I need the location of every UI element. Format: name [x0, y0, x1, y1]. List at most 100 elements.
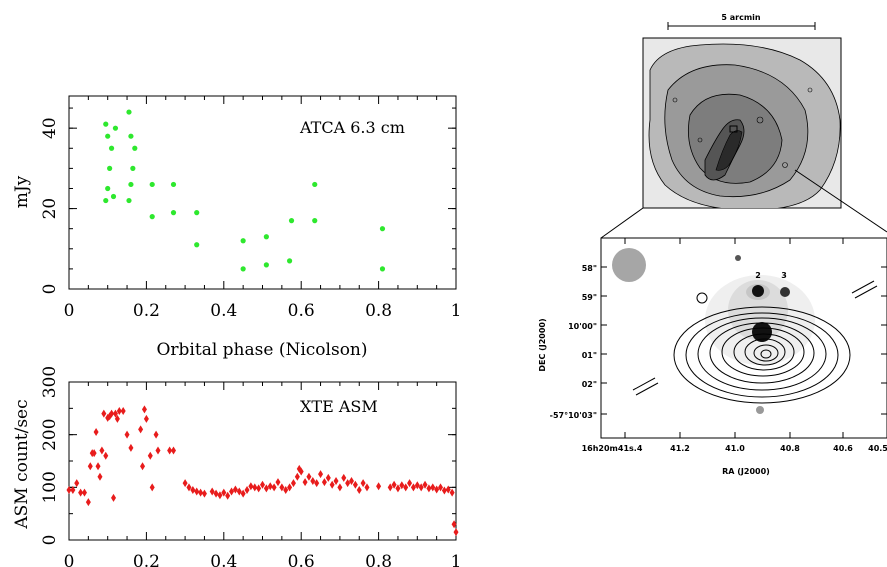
- asm-data-point: [438, 483, 444, 492]
- asm-data-point: [310, 477, 316, 486]
- asm-data-point: [149, 483, 155, 492]
- asm-data-point: [399, 481, 405, 490]
- asm-data-point: [410, 483, 416, 492]
- atca-data-point: [103, 121, 109, 127]
- asm-data-point: [66, 485, 72, 494]
- asm-data-point: [209, 487, 215, 496]
- atca-y-tick-label: 40: [40, 117, 60, 139]
- source-3: [780, 287, 790, 297]
- asm-data-point: [302, 478, 308, 487]
- asm-data-point: [287, 483, 293, 492]
- asm-data-point: [426, 484, 432, 493]
- asm-data-point: [138, 425, 144, 434]
- asm-y-tick-label: 200: [40, 418, 60, 450]
- atca-y-tick-label: 20: [40, 198, 60, 220]
- asm-data-point: [194, 487, 200, 496]
- asm-data-point: [240, 489, 246, 498]
- asm-data-point: [128, 443, 134, 452]
- atca-panel: 0 0.2 0.4 0.6 0.8 1 0 20 40 ATCA 6.3 cm mJy Orbi…: [12, 95, 461, 360]
- asm-y-tick-label: 300: [40, 366, 60, 398]
- atca-data-point: [170, 181, 177, 188]
- asm-data-point: [325, 473, 331, 482]
- asm-data-point: [441, 486, 447, 495]
- atca-ticks: 0 0.2 0.4 0.6 0.8 1 0 20 40: [40, 96, 461, 321]
- asm-data-point: [333, 477, 339, 486]
- asm-data-point: [109, 409, 115, 418]
- asm-data-point: [356, 485, 362, 494]
- atca-y-tick-label: 0: [40, 284, 60, 295]
- asm-data-point: [298, 467, 304, 476]
- asm-data-point: [103, 451, 109, 460]
- atca-data-point: [128, 133, 134, 139]
- atca-x-tick-label: 0.2: [133, 301, 160, 321]
- asm-data-point: [198, 488, 204, 497]
- asm-data-point: [97, 472, 103, 481]
- asm-data-point: [422, 480, 428, 489]
- dec-tick: 02": [582, 380, 597, 389]
- zoomed-image: 2 3: [600, 237, 887, 439]
- atca-data-point: [126, 197, 132, 204]
- asm-data-point: [279, 483, 285, 492]
- asm-plot-frame: [68, 381, 457, 541]
- asm-data-point: [349, 477, 355, 486]
- asm-data-point: [391, 480, 397, 489]
- asm-data-point: [140, 462, 146, 471]
- scalebar: 5 arcmin: [667, 13, 816, 30]
- asm-data-point: [217, 491, 223, 500]
- atca-data-point: [240, 266, 246, 272]
- asm-data-point: [101, 409, 107, 418]
- asm-data-point: [124, 430, 130, 439]
- dec-tick: -57°10'03": [550, 411, 597, 420]
- asm-ticks: 0 0.2 0.4 0.6 0.8 1 0 100 200 300: [40, 366, 461, 567]
- asm-points: [66, 405, 459, 537]
- asm-data-point: [337, 483, 343, 492]
- asm-data-point: [418, 483, 424, 492]
- source-label-3: 3: [781, 271, 787, 280]
- asm-data-point: [275, 478, 281, 487]
- atca-data-point: [379, 226, 386, 232]
- asm-data-point: [147, 451, 153, 460]
- atca-title: ATCA 6.3 cm: [299, 118, 405, 137]
- atca-points: [103, 109, 386, 272]
- ra-tick: 41.2: [670, 444, 690, 453]
- ra-axis-label: RA (J2000): [722, 467, 770, 476]
- asm-ylabel: ASM count/sec: [12, 399, 32, 529]
- asm-y-tick-label: 0: [40, 535, 60, 546]
- atca-data-point: [286, 258, 293, 264]
- dec-tick: 59": [582, 293, 597, 302]
- asm-data-point: [364, 483, 370, 492]
- ra-tick: 41.0: [725, 444, 745, 453]
- asm-data-point: [91, 449, 97, 458]
- asm-data-point: [93, 428, 99, 437]
- asm-data-point: [116, 406, 122, 415]
- asm-data-point: [74, 479, 80, 488]
- atca-data-point: [312, 181, 318, 188]
- atca-data-point: [103, 197, 109, 204]
- asm-data-point: [318, 470, 324, 479]
- dec-tick: 10'00": [568, 322, 597, 331]
- image-ticks: [601, 238, 887, 438]
- asm-data-point: [155, 446, 161, 455]
- asm-x-tick-label: 0.2: [133, 552, 160, 567]
- atca-data-point: [110, 193, 117, 200]
- atca-data-point: [170, 210, 177, 216]
- ra-tick: 40.5: [868, 444, 887, 453]
- asm-data-point: [451, 520, 457, 529]
- atca-ylabel: mJy: [12, 175, 32, 208]
- ra-tick: 16h20m41s.4: [582, 444, 643, 453]
- asm-data-point: [225, 491, 231, 500]
- asm-data-point: [213, 489, 219, 498]
- asm-data-point: [345, 479, 351, 488]
- atca-data-point: [194, 210, 200, 216]
- atca-data-point: [105, 133, 111, 139]
- asm-data-point: [114, 414, 120, 423]
- atca-data-point: [105, 185, 111, 192]
- asm-data-point: [449, 488, 455, 497]
- ra-tick: 40.6: [833, 444, 853, 453]
- source-label-2: 2: [755, 271, 761, 280]
- asm-data-point: [120, 406, 126, 415]
- asm-x-tick-label: 0.6: [288, 552, 315, 567]
- asm-data-point: [271, 483, 277, 492]
- atca-data-point: [288, 218, 295, 224]
- asm-x-tick-label: 0.4: [210, 552, 237, 567]
